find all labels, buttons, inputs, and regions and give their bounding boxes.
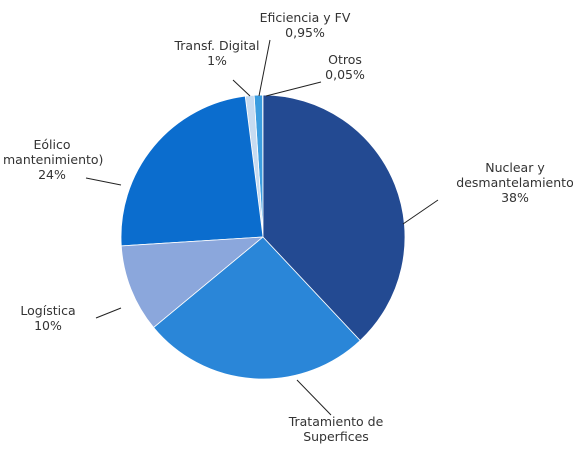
value-label: 0,95% bbox=[285, 25, 325, 40]
leader-line bbox=[95, 307, 122, 319]
category-name: Transf. Digital bbox=[174, 38, 260, 53]
category-name: Logística bbox=[20, 303, 76, 318]
value-label: 1% bbox=[207, 53, 227, 68]
value-label: 0,05% bbox=[325, 67, 365, 82]
leader-line bbox=[296, 379, 332, 416]
pie-slice bbox=[153, 236, 361, 380]
category-name: Eólico mantenimiento) bbox=[3, 137, 104, 167]
category-name: Eficiencia y FV bbox=[259, 10, 351, 25]
slice-label: Logística 10% bbox=[8, 303, 88, 333]
leader-line bbox=[232, 79, 251, 97]
value-label: 10% bbox=[34, 318, 62, 333]
leader-line bbox=[265, 81, 322, 97]
slice-label: Transf. Digital 1% bbox=[162, 38, 272, 68]
category-name: Nuclear y desmantelamiento bbox=[456, 160, 573, 190]
slice-label: Eólico mantenimiento) 24% bbox=[3, 137, 104, 182]
pie-slice bbox=[120, 236, 265, 329]
category-name: Tratamiento de Superfices bbox=[288, 414, 384, 444]
pie-slice bbox=[262, 94, 406, 342]
leader-line bbox=[258, 39, 271, 97]
value-label: 38% bbox=[501, 190, 529, 205]
slice-label: Tratamiento de Superfices bbox=[286, 414, 386, 444]
value-label: 24% bbox=[38, 167, 66, 182]
leader-line bbox=[85, 177, 122, 186]
leader-line bbox=[402, 199, 439, 225]
pie-slice bbox=[120, 95, 264, 247]
slice-label: Otros 0,05% bbox=[310, 52, 380, 82]
category-name: Otros bbox=[328, 52, 362, 67]
slice-label: Eficiencia y FV 0,95% bbox=[245, 10, 365, 40]
slice-label: Nuclear y desmantelamiento 38% bbox=[453, 160, 573, 205]
